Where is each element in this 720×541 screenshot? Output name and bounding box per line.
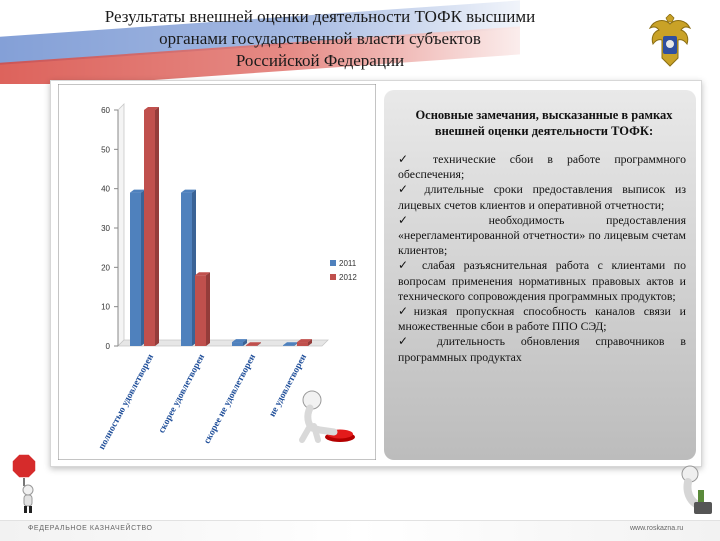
bar-top-2011 <box>181 189 196 193</box>
bar-side-2012 <box>308 339 312 346</box>
chart-axes <box>114 103 329 347</box>
chart-side-wall <box>117 103 125 347</box>
slide-title-line: Российской Федерации <box>235 51 405 70</box>
bar-2012 <box>246 345 257 346</box>
figure-pressing-red-button-icon <box>299 390 355 443</box>
bar-top-2012 <box>195 272 210 276</box>
footer-website-link[interactable]: www.roskazna.ru <box>630 525 684 532</box>
slide-title: Результаты внешней оценки деятельности Т… <box>40 6 600 72</box>
remark-item: ✓ длительность обновления справочников в… <box>398 334 686 364</box>
y-tick-label: 30 <box>101 224 110 233</box>
chart-bars <box>130 107 312 346</box>
remark-item: ✓ длительные сроки предоставления выписо… <box>398 182 686 212</box>
bar-top-2011 <box>130 189 145 193</box>
chart-frame <box>58 84 376 460</box>
y-tick-label: 0 <box>106 342 111 351</box>
footer-bar <box>0 520 720 541</box>
bar-top-2012 <box>297 339 312 343</box>
bar-2011 <box>232 342 243 346</box>
remarks-list: ✓ технические сбои в работе программного… <box>398 152 686 365</box>
bar-2012 <box>195 275 206 346</box>
y-tick-label: 60 <box>101 106 110 115</box>
remarks-title-line: внешней оценки деятельности ТОФК: <box>434 124 654 138</box>
y-tick-label: 20 <box>101 263 110 272</box>
footer-organization: ФЕДЕРАЛЬНОЕ КАЗНАЧЕЙСТВО <box>28 525 153 532</box>
bar-2011 <box>181 192 192 346</box>
legend-label-2011: 2011 <box>339 259 357 268</box>
thinking-figure-icon <box>681 465 712 514</box>
remark-item: ✓низкая пропускная способность каналов с… <box>398 304 686 334</box>
bar-2012 <box>297 342 308 346</box>
bar-side-2012 <box>257 342 261 346</box>
y-tick-label: 40 <box>101 185 110 194</box>
bar-side-2012 <box>206 272 210 346</box>
bar-top-2012 <box>246 342 261 346</box>
legend-swatch-2011 <box>330 260 336 266</box>
remark-item: ✓ необходимость предоставления «нереглам… <box>398 212 686 258</box>
double-headed-eagle-emblem-icon <box>648 14 692 67</box>
chart-legend: 2011 2012 <box>330 259 357 282</box>
stop-sign-figure-icon <box>11 453 37 513</box>
remarks-box <box>384 90 696 460</box>
bar-side-2012 <box>155 107 159 346</box>
remarks-title-line: Основные замечания, высказанные в рамках <box>415 108 673 122</box>
bar-2011 <box>130 192 141 346</box>
bar-2011 <box>283 345 294 346</box>
y-tick-label: 50 <box>101 145 110 154</box>
bar-2012 <box>144 110 155 346</box>
remark-item: ✓ технические сбои в работе программного… <box>398 152 686 182</box>
russian-flag-banner <box>0 0 720 84</box>
slide-title-line: органами государственной власти субъекто… <box>159 29 481 48</box>
bar-top-2012 <box>144 107 159 110</box>
remarks-title: Основные замечания, высказанные в рамках… <box>396 107 692 139</box>
slide-title-line: Результаты внешней оценки деятельности Т… <box>104 7 536 26</box>
bar-top-2011 <box>283 342 298 346</box>
bar-side-2011 <box>243 339 247 346</box>
legend-label-2012: 2012 <box>339 273 357 282</box>
y-tick-label: 10 <box>101 303 110 312</box>
legend-swatch-2012 <box>330 274 336 280</box>
bar-top-2011 <box>232 339 247 343</box>
remark-item: ✓ слабая разъяснительная работа с клиент… <box>398 258 686 303</box>
